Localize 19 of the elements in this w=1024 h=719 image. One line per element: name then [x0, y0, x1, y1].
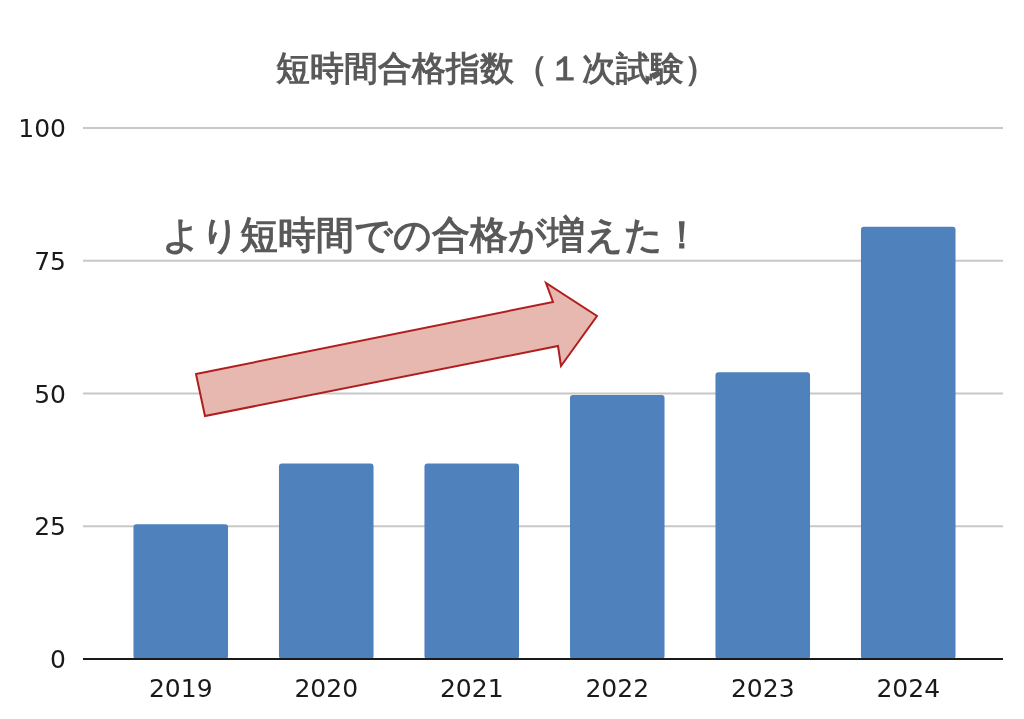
x-tick-label: 2022: [585, 674, 650, 703]
bar: [860, 226, 956, 659]
bar: [715, 372, 811, 659]
annotation: より短時間での合格が増えた！: [162, 213, 701, 257]
bar: [133, 524, 229, 659]
x-tick-label: 2024: [876, 674, 941, 703]
x-tick-label: 2020: [294, 674, 359, 703]
chart-title: 短時間合格指数（１次試験）: [275, 48, 718, 88]
bar: [569, 395, 665, 659]
x-tick-label: 2021: [439, 674, 504, 703]
y-tick-label: 100: [18, 114, 66, 143]
y-tick-label: 25: [34, 512, 66, 542]
y-tick-label: 50: [34, 379, 66, 409]
x-tick-label: 2019: [148, 674, 213, 703]
x-tick-label: 2023: [730, 674, 795, 703]
bar: [424, 463, 520, 659]
bar: [278, 463, 374, 659]
y-tick-label: 0: [50, 645, 66, 674]
y-tick-label: 75: [34, 246, 66, 276]
